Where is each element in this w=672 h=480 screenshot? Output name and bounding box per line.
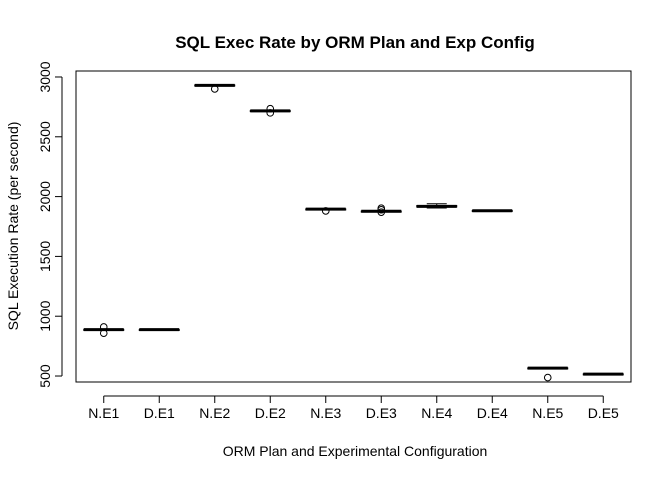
x-axis: N.E1 D.E1 N.E2 D.E2 N.E3 D.E3 N.E4 D.E4 N.E5 D.E5 bbox=[88, 395, 619, 421]
outlier-point bbox=[321, 207, 330, 215]
box-n-e1 bbox=[83, 323, 125, 337]
x-tick-label: D.E1 bbox=[144, 405, 175, 421]
outlier-point bbox=[99, 329, 108, 337]
y-axis-label: SQL Execution Rate (per second) bbox=[5, 122, 21, 331]
y-axis: 500 1000 1500 2000 2500 3000 bbox=[37, 61, 63, 388]
x-tick-label: D.E5 bbox=[588, 405, 619, 421]
y-tick-label: 1000 bbox=[37, 300, 53, 331]
x-tick-label: D.E2 bbox=[255, 405, 286, 421]
outlier-point bbox=[377, 205, 386, 214]
outlier-point bbox=[210, 85, 219, 93]
y-tick-label: 3000 bbox=[37, 61, 53, 92]
x-tick-label: N.E3 bbox=[310, 405, 341, 421]
box-n-e4 bbox=[416, 203, 458, 209]
outlier-point bbox=[377, 208, 386, 216]
y-tick-label: 500 bbox=[37, 364, 53, 388]
outlier-point bbox=[266, 104, 275, 113]
box-d-e2 bbox=[249, 104, 291, 117]
y-tick-label: 1500 bbox=[37, 241, 53, 272]
box-d-e1 bbox=[138, 328, 180, 332]
box-n-e2 bbox=[194, 83, 236, 93]
box-n-e5 bbox=[527, 366, 569, 382]
chart-title: SQL Exec Rate by ORM Plan and Exp Config bbox=[175, 33, 535, 52]
x-tick-label: N.E4 bbox=[421, 405, 452, 421]
plot-frame bbox=[75, 70, 632, 383]
box-d-e4 bbox=[471, 209, 513, 213]
y-tick-label: 2000 bbox=[37, 181, 53, 212]
x-axis-label: ORM Plan and Experimental Configuration bbox=[223, 443, 488, 459]
x-tick-label: N.E1 bbox=[88, 405, 119, 421]
y-tick-label: 2500 bbox=[37, 121, 53, 152]
x-tick-label: N.E5 bbox=[532, 405, 563, 421]
x-tick-label: D.E4 bbox=[477, 405, 508, 421]
outlier-point bbox=[266, 109, 275, 117]
boxes bbox=[83, 83, 624, 382]
box-d-e5 bbox=[582, 372, 624, 376]
box-d-e3 bbox=[360, 204, 402, 216]
x-tick-label: D.E3 bbox=[366, 405, 397, 421]
x-tick-label: N.E2 bbox=[199, 405, 230, 421]
box-n-e3 bbox=[305, 207, 347, 215]
outlier-point bbox=[543, 373, 552, 382]
